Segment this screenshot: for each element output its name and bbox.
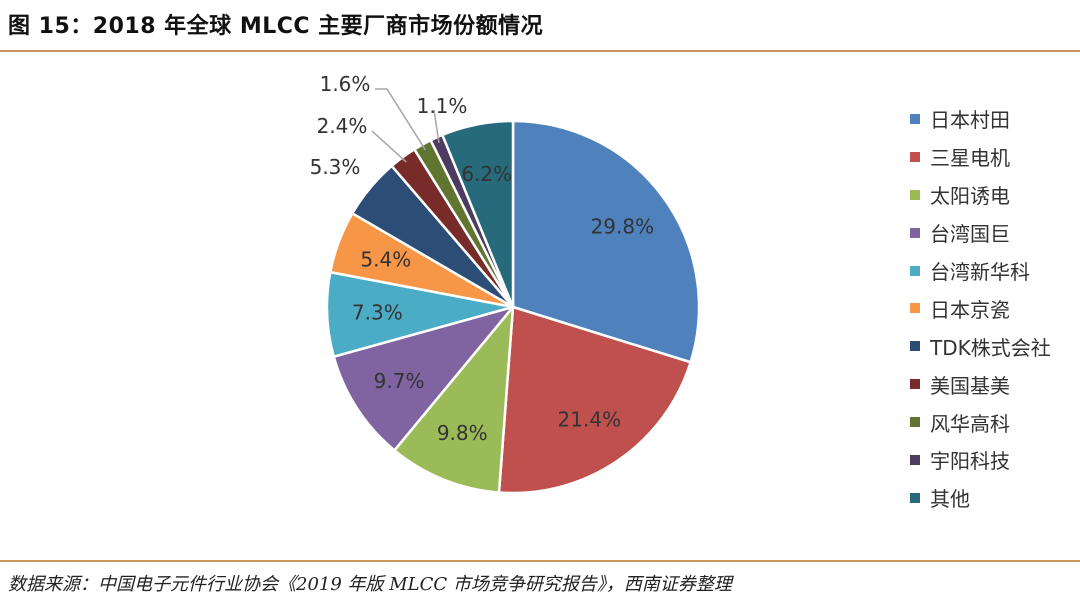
title-divider — [0, 50, 1080, 52]
legend-label: 台湾国巨 — [930, 222, 1010, 247]
pie-slice-2 — [393, 305, 515, 494]
legend-item: 风华高科 — [910, 403, 1051, 441]
data-label-9: 1.1% — [417, 94, 468, 118]
legend-item: 太阳诱电 — [910, 176, 1051, 214]
legend-item: 宇阳科技 — [910, 441, 1051, 479]
pie-slice-0 — [511, 119, 701, 364]
data-label-3: 9.7% — [374, 369, 425, 393]
data-label-2: 9.8% — [437, 421, 488, 445]
legend-swatch — [910, 454, 920, 465]
data-label-8: 1.6% — [320, 72, 371, 96]
legend-swatch — [910, 189, 920, 200]
source-divider — [0, 560, 1080, 562]
data-label-7: 2.4% — [317, 114, 368, 138]
legend-label: 美国基美 — [930, 373, 1010, 398]
data-label-0: 29.8% — [591, 215, 655, 239]
pie-slice-1 — [497, 305, 692, 495]
data-label-1: 21.4% — [558, 407, 622, 431]
legend-item: 台湾国巨 — [910, 214, 1051, 252]
data-label-5: 5.4% — [360, 247, 411, 271]
legend-swatch — [910, 492, 920, 503]
legend-swatch — [910, 341, 920, 352]
legend-swatch — [910, 113, 920, 124]
leader-line-7 — [371, 130, 407, 163]
legend-swatch — [910, 417, 920, 428]
legend-label: 其他 — [930, 487, 970, 512]
legend-swatch — [910, 227, 920, 238]
legend-label: 太阳诱电 — [930, 184, 1010, 209]
pie-slices — [325, 119, 701, 495]
legend-swatch — [910, 151, 920, 162]
legend-item: 日本村田 — [910, 100, 1051, 138]
data-label-6: 5.3% — [310, 155, 361, 179]
pie-slice-10 — [441, 119, 515, 309]
leader-lines — [371, 88, 440, 163]
legend-item: TDK株式会社 — [910, 327, 1051, 365]
legend-label: 台湾新华科 — [930, 260, 1030, 284]
legend-label: 三星电机 — [930, 146, 1010, 171]
legend-item: 其他 — [910, 479, 1051, 517]
figure-title: 图 15：2018 年全球 MLCC 主要厂商市场份额情况 — [8, 14, 544, 39]
legend-label: 风华高科 — [930, 411, 1010, 436]
leader-line-8 — [375, 88, 426, 151]
leader-line-9 — [433, 109, 440, 144]
legend-item: 美国基美 — [910, 365, 1051, 403]
legend-swatch — [910, 265, 920, 276]
legend-label: 日本京瓷 — [930, 297, 1010, 322]
data-label-4: 7.3% — [352, 301, 403, 325]
legend-label: 日本村田 — [930, 108, 1010, 133]
legend-swatch — [910, 379, 920, 390]
pie-slice-3 — [332, 305, 515, 452]
legend-item: 三星电机 — [910, 138, 1051, 176]
legend-label: TDK株式会社 — [930, 335, 1051, 360]
chart-legend: 日本村田三星电机太阳诱电台湾国巨台湾新华科日本京瓷 TDK株式会社 美国基美风华高科… — [910, 100, 1051, 517]
source-note: 数据来源：中国电子元件行业协会《2019 年版 MLCC 市场竞争研究报告》，西… — [8, 574, 732, 595]
legend-swatch — [910, 303, 920, 314]
legend-item: 台湾新华科 — [910, 252, 1051, 290]
data-labels: 29.8% 21.4% 9.8% 9.7% 7.3% 5.4% 5.3% 2.4% 1.6% 1.… — [310, 72, 655, 445]
data-label-10: 6.2% — [461, 162, 512, 186]
legend-label: 宇阳科技 — [930, 449, 1010, 474]
legend-item: 日本京瓷 — [910, 289, 1051, 327]
